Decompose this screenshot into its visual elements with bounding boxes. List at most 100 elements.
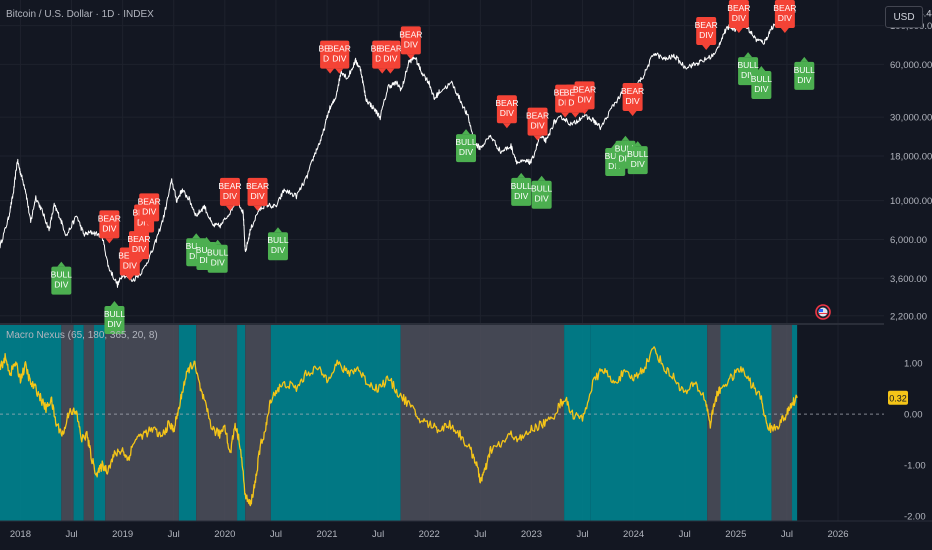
label-text: BULL (794, 65, 816, 75)
regime-band-bull (792, 325, 798, 521)
label-pointer (702, 44, 711, 50)
label-text: BULL (267, 235, 289, 245)
label-pointer (253, 205, 262, 211)
regime-band-bear (196, 325, 238, 521)
divergence-labels: BEARDIVBEARDIVBEARDIVBEARDIVBEARDIVBEARD… (51, 0, 816, 335)
label-pointer (462, 129, 471, 135)
label-text: DIV (383, 54, 398, 64)
label-text: BEAR (554, 88, 577, 98)
label-pointer (744, 52, 753, 58)
label-text: DIV (332, 54, 347, 64)
time-tick-label: 2019 (112, 529, 133, 540)
label-text: DIV (626, 96, 641, 106)
label-text: DIV (797, 75, 812, 85)
price-tick-label: 3,600.00 (890, 274, 927, 285)
currency-button[interactable]: USD (885, 6, 923, 28)
time-tick-label: 2025 (725, 529, 746, 540)
label-box (99, 210, 120, 239)
time-tick-label: Jul (372, 529, 384, 540)
symbol-title: Bitcoin / U.S. Dollar · 1D · INDEX (6, 9, 154, 20)
label-text: BULL (455, 137, 477, 147)
price-tick-label: 18,000.00 (890, 151, 932, 162)
price-tick-label: 60,000.00 (890, 60, 932, 71)
label-box (531, 180, 552, 209)
label-pointer (517, 172, 526, 178)
label-text: BEAR (246, 181, 269, 191)
label-box (574, 81, 595, 110)
indicator-tick-label: 1.00 (904, 359, 923, 370)
label-box (527, 107, 548, 136)
label-text: BEAR (695, 20, 718, 30)
time-tick-label: 2023 (521, 529, 542, 540)
label-text: BEAR (727, 3, 750, 13)
regime-band-bull (0, 325, 62, 521)
label-text: DIV (530, 121, 545, 131)
label-text: BEAR (495, 98, 518, 108)
label-text: BULL (605, 151, 627, 161)
price-axis[interactable] (884, 0, 932, 550)
regime-band-bull (590, 325, 708, 521)
regime-band-bull (564, 325, 591, 521)
label-text: DIV (132, 244, 147, 254)
regime-band-bear (707, 325, 721, 521)
label-box (207, 244, 228, 273)
label-pointer (757, 66, 766, 72)
label-box (622, 82, 643, 111)
time-tick-label: 2024 (623, 529, 644, 540)
label-pointer (571, 112, 580, 118)
flag-stripe (818, 313, 828, 314)
regime-bands (0, 325, 798, 521)
label-pointer (110, 301, 119, 307)
us-flag-icon[interactable] (815, 304, 831, 320)
label-text: DIV (199, 255, 214, 265)
label-text: BULL (737, 60, 759, 70)
label-text: DIV (211, 258, 226, 268)
regime-band-bear (83, 325, 95, 521)
indicator-tick-label: -2.00 (904, 511, 926, 522)
label-box (400, 26, 421, 55)
label-text: DIV (741, 70, 756, 80)
label-pointer (628, 110, 637, 116)
label-text: BULL (51, 270, 73, 280)
label-pointer (734, 28, 743, 33)
price-tick-label: 2,200.00 (890, 311, 927, 322)
label-text: DIV (514, 191, 529, 201)
label-text: DIV (102, 223, 117, 233)
label-text: DIV (107, 319, 122, 329)
label-box (267, 232, 288, 261)
label-box (774, 0, 795, 28)
label-text: BEAR (379, 44, 402, 54)
label-pointer (386, 68, 395, 74)
label-text: BULL (531, 184, 553, 194)
time-axis[interactable] (0, 521, 932, 550)
time-tick-label: Jul (781, 529, 793, 540)
regime-band-bull (178, 325, 197, 521)
